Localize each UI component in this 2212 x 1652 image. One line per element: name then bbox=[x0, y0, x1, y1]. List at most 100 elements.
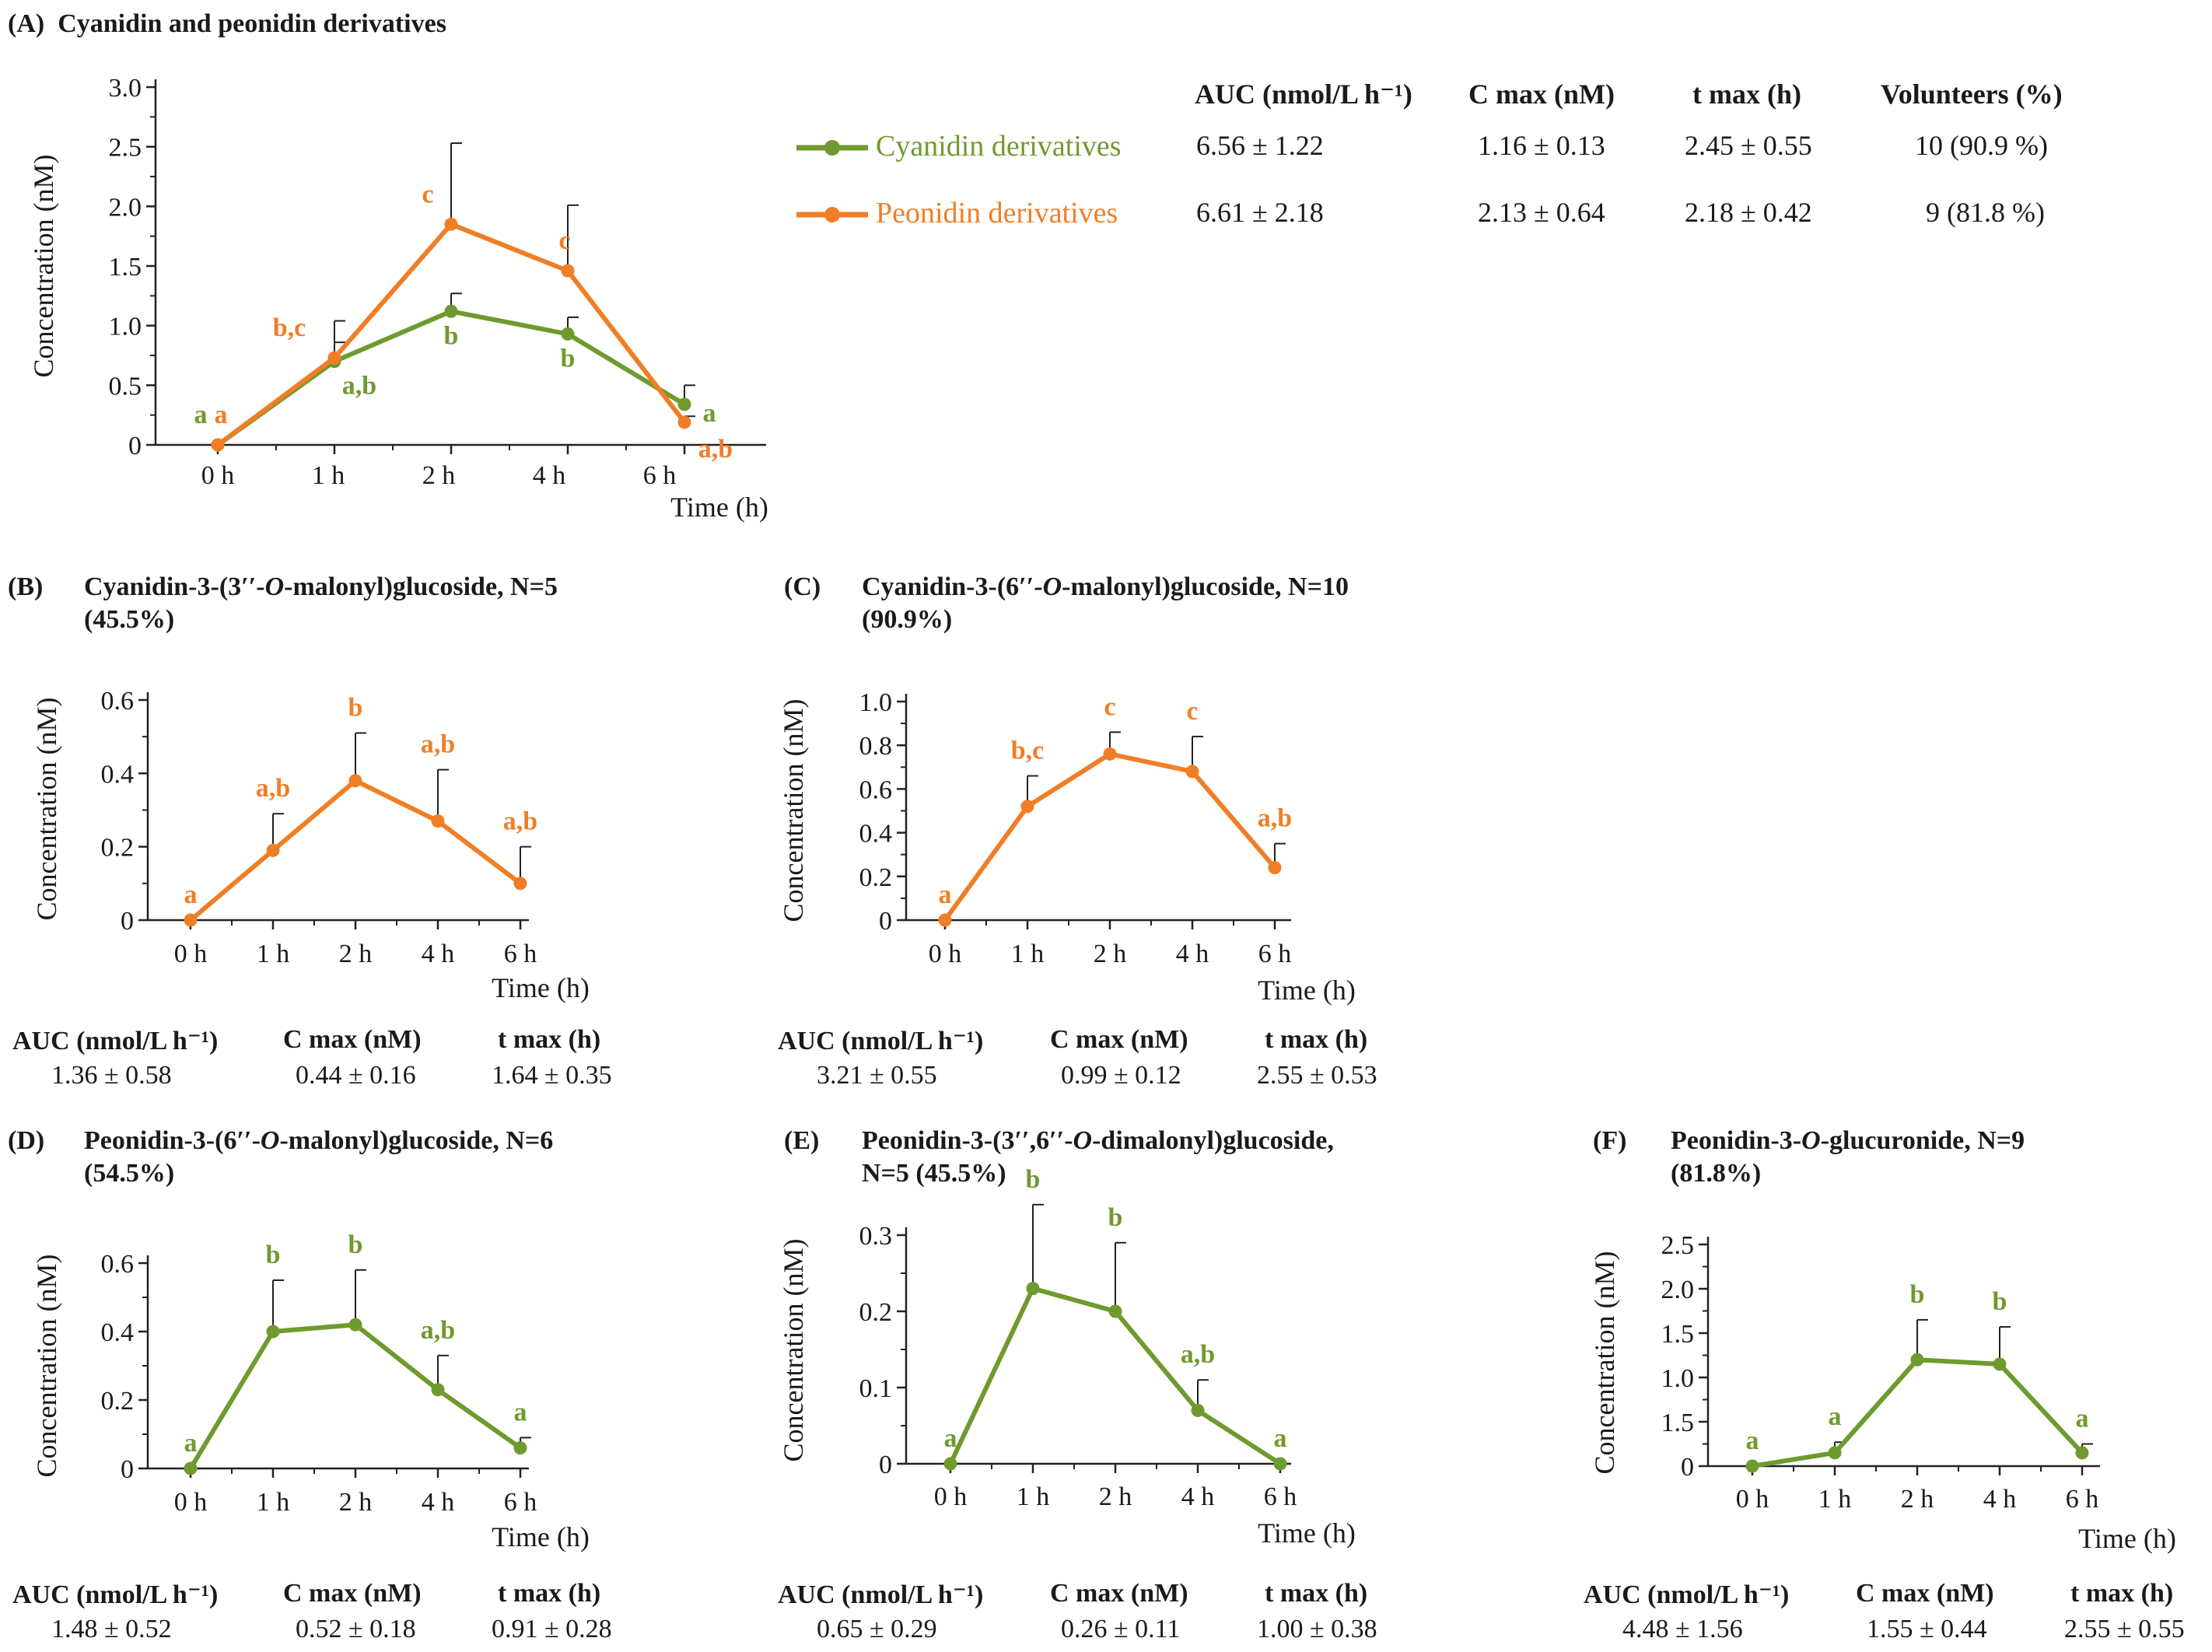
significance-letter: a bbox=[215, 401, 228, 429]
data-point bbox=[1191, 1403, 1205, 1417]
series-line-peonidin bbox=[943, 751, 1277, 922]
data-point bbox=[1020, 800, 1034, 814]
significance-letter: a,b bbox=[503, 807, 537, 836]
significance-letter: a bbox=[1746, 1426, 1759, 1455]
y-axis-label: Concentration (nM) bbox=[28, 155, 59, 378]
y-axis-label: Concentration (nM) bbox=[778, 699, 809, 922]
y-tick-label: 0.1 bbox=[859, 1374, 893, 1403]
stat-header-auc: AUC (nmol/L h⁻¹) bbox=[1584, 1580, 1790, 1609]
significance-letter: a,b bbox=[1181, 1340, 1215, 1369]
significance-letter: c bbox=[422, 180, 433, 208]
x-axis-label: Time (h) bbox=[1258, 975, 1356, 1006]
data-point bbox=[444, 304, 458, 318]
y-tick-label: 0 bbox=[128, 432, 142, 460]
y-tick-label: 1.0 bbox=[859, 688, 893, 717]
y-tick-label: 0.2 bbox=[859, 1298, 893, 1327]
x-tick-label: 6 h bbox=[2066, 1485, 2099, 1514]
x-tick-label: 0 h bbox=[174, 940, 208, 968]
significance-letter: b bbox=[348, 1230, 363, 1259]
y-tick-label: 0.5 bbox=[109, 372, 142, 401]
panel-d-title-line2: (54.5%) bbox=[84, 1159, 175, 1188]
stat-value-tmax: 0.91 ± 0.28 bbox=[492, 1615, 612, 1643]
stat-value-tmax: 2.55 ± 0.55 bbox=[2064, 1615, 2185, 1643]
cyanidin-legend-marker bbox=[796, 140, 868, 156]
panel-c-title: (C) Cyanidin-3-(6′′-O-malonyl)glucoside,… bbox=[784, 571, 1349, 634]
table-a-header-tmax: t max (h) bbox=[1692, 79, 1801, 110]
data-point bbox=[943, 1457, 957, 1471]
data-point bbox=[184, 913, 198, 927]
cyanidin-legend-label: Cyanidin derivatives bbox=[876, 130, 1122, 163]
peonidin-legend-marker bbox=[796, 207, 868, 222]
y-tick-label: 1.5 bbox=[109, 253, 142, 282]
data-point bbox=[677, 397, 691, 411]
data-point bbox=[938, 913, 952, 927]
stat-value-tmax: 1.00 ± 0.38 bbox=[1257, 1615, 1377, 1643]
x-tick-label: 1 h bbox=[1017, 1482, 1050, 1511]
x-tick-label: 2 h bbox=[1099, 1482, 1132, 1511]
data-point bbox=[1268, 861, 1282, 875]
x-axis-label: Time (h) bbox=[492, 1521, 590, 1552]
y-tick-label: 2.5 bbox=[109, 134, 142, 163]
significance-letter: c bbox=[1104, 692, 1115, 721]
stat-value-cmax: 0.52 ± 0.18 bbox=[296, 1615, 416, 1643]
data-point bbox=[1103, 747, 1117, 761]
significance-letter: b bbox=[444, 321, 459, 350]
data-point bbox=[431, 1383, 445, 1397]
data-point bbox=[348, 1318, 362, 1332]
data-point bbox=[444, 217, 458, 231]
x-tick-label: 0 h bbox=[174, 1488, 208, 1517]
significance-letter: a bbox=[2076, 1405, 2089, 1433]
panel-b-title-line2: (45.5%) bbox=[84, 605, 175, 634]
stat-header-tmax: t max (h) bbox=[1265, 1025, 1368, 1054]
table-a-header-auc: AUC (nmol/L h⁻¹) bbox=[1195, 79, 1412, 110]
x-tick-label: 4 h bbox=[1983, 1485, 2017, 1514]
stat-header-tmax: t max (h) bbox=[498, 1579, 601, 1608]
y-tick-label: 0 bbox=[879, 907, 892, 936]
x-axis-label: Time (h) bbox=[492, 972, 590, 1003]
significance-letter: c bbox=[558, 226, 570, 255]
panel-d-title-line1: Peonidin-3-(6′′-O-malonyl)glucoside, N=6 bbox=[84, 1126, 554, 1155]
data-point bbox=[513, 1441, 527, 1455]
table-a-cell: 6.61 ± 2.18 bbox=[1196, 197, 1324, 228]
panel-b-title-line1: Cyanidin-3-(3′′-O-malonyl)glucoside, N=5 bbox=[84, 572, 558, 601]
x-tick-label: 4 h bbox=[1176, 940, 1209, 968]
significance-letter: a bbox=[939, 880, 952, 909]
data-point bbox=[1910, 1353, 1924, 1367]
data-point bbox=[513, 877, 527, 891]
y-axis-label: Concentration (nM) bbox=[31, 1255, 62, 1478]
x-tick-label: 2 h bbox=[422, 461, 456, 490]
y-tick-label: 2.0 bbox=[1661, 1276, 1695, 1304]
panel-e-letter: (E) bbox=[784, 1126, 820, 1155]
significance-letter: a,b bbox=[1258, 804, 1292, 833]
table-a-cell: 9 (81.8 %) bbox=[1926, 197, 2045, 228]
y-tick-label: 0 bbox=[1681, 1453, 1694, 1482]
table-a-cell: 2.18 ± 0.42 bbox=[1685, 197, 1812, 228]
panel-e-title: (E) Peonidin-3-(3′′,6′′-O-dimalonyl)gluc… bbox=[784, 1125, 1334, 1188]
x-tick-label: 0 h bbox=[1736, 1485, 1769, 1514]
y-tick-label: 1.0 bbox=[109, 313, 142, 341]
x-axis-label: Time (h) bbox=[670, 492, 768, 523]
x-tick-label: 2 h bbox=[339, 1488, 373, 1517]
table-a-cell: 6.56 ± 1.22 bbox=[1196, 130, 1324, 161]
table-a-cell: 2.13 ± 0.64 bbox=[1478, 197, 1605, 228]
data-point bbox=[2075, 1446, 2089, 1460]
significance-letter: b bbox=[561, 344, 576, 373]
significance-letter: a bbox=[184, 1429, 198, 1458]
panel-c-title-line1: Cyanidin-3-(6′′-O-malonyl)glucoside, N=1… bbox=[862, 572, 1349, 601]
x-tick-label: 0 h bbox=[201, 461, 235, 490]
y-tick-label: 0.2 bbox=[859, 863, 893, 892]
data-point bbox=[677, 415, 691, 429]
significance-letter: b,c bbox=[273, 313, 306, 342]
x-tick-label: 6 h bbox=[1264, 1482, 1297, 1511]
y-tick-label: 0.2 bbox=[101, 834, 135, 863]
y-tick-label: 0.6 bbox=[101, 687, 135, 716]
y-tick-label: 0 bbox=[879, 1451, 892, 1479]
stat-header-cmax: C max (nM) bbox=[283, 1579, 422, 1608]
panel-a-title: (A) Cyanidin and peonidin derivatives bbox=[8, 9, 446, 38]
x-tick-label: 0 h bbox=[929, 940, 962, 968]
significance-letter: a bbox=[944, 1424, 957, 1453]
y-tick-label: 0.4 bbox=[101, 760, 135, 789]
stat-value-tmax: 2.55 ± 0.53 bbox=[1257, 1061, 1377, 1090]
x-tick-label: 1 h bbox=[312, 461, 345, 490]
data-point bbox=[1273, 1457, 1287, 1471]
